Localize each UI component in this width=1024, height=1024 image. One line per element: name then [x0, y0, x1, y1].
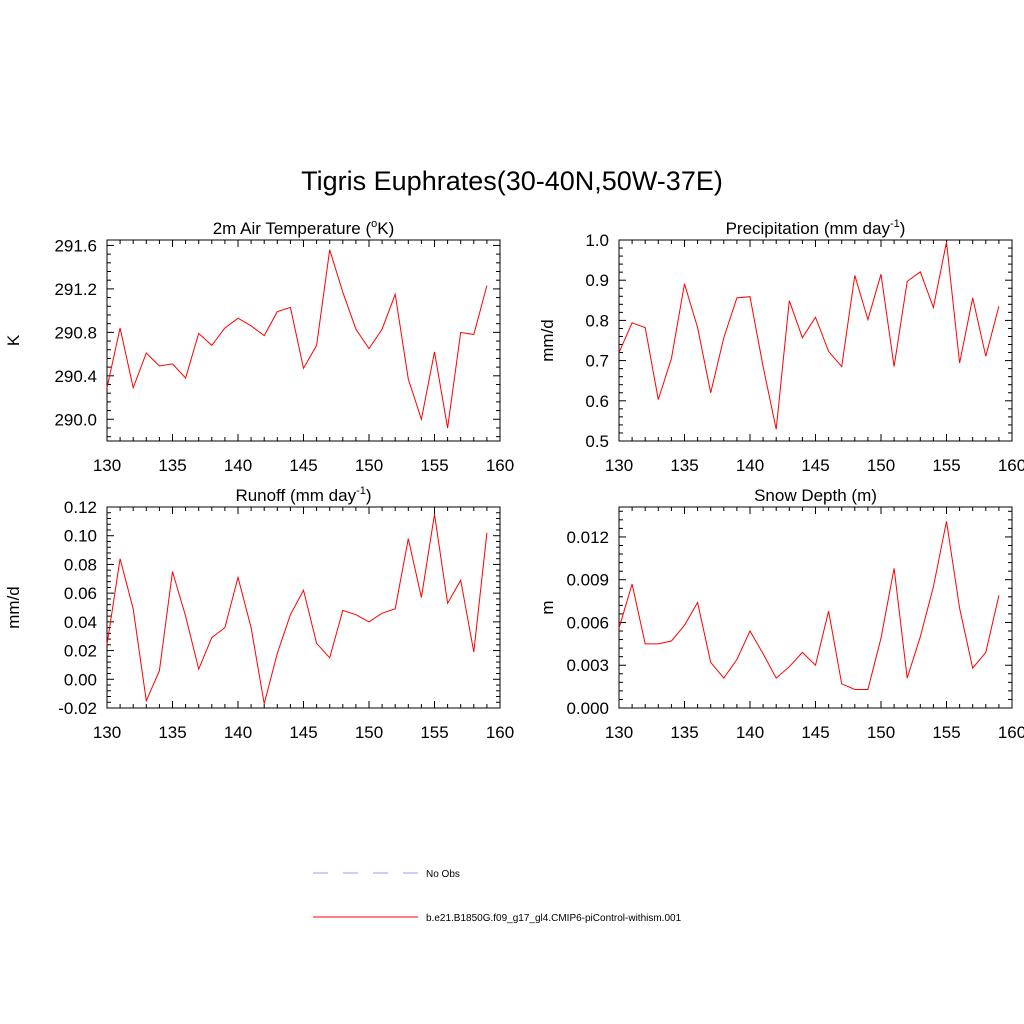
- plot-frame: [106, 506, 501, 709]
- x-tick-label: 155: [420, 723, 448, 742]
- y-tick-label: 290.4: [54, 367, 97, 386]
- series-line: [618, 241, 1000, 430]
- x-tick-label: 140: [736, 723, 764, 742]
- x-tick-label: 130: [93, 723, 121, 742]
- y-tick-label: 1.0: [585, 231, 609, 250]
- y-tick-label: 0.06: [64, 584, 97, 603]
- plot-frame: [618, 239, 1013, 442]
- panel-title: Runoff (mm day-1): [235, 485, 371, 505]
- y-axis-label: K: [4, 334, 23, 346]
- x-tick-label: 150: [355, 456, 383, 475]
- x-tick-label: 135: [158, 723, 186, 742]
- y-tick-label: 290.8: [54, 323, 97, 342]
- y-tick-label: 0.6: [585, 392, 609, 411]
- panel-3: 130 135 140 145 150 155 160 -0.02 0.00 0.02 0.04 0.…: [4, 485, 514, 742]
- series-line: [618, 521, 1000, 690]
- panel-title: Snow Depth (m): [754, 486, 877, 505]
- plot-frame: [106, 239, 501, 442]
- y-tick-label: 0.003: [566, 656, 609, 675]
- y-tick-label: 0.08: [64, 555, 97, 574]
- x-tick-label: 145: [289, 456, 317, 475]
- x-tick-label: 135: [670, 456, 698, 475]
- x-tick-label: 145: [801, 456, 829, 475]
- y-tick-label: 0.8: [585, 311, 609, 330]
- figure-title: Tigris Euphrates(30-40N,50W-37E): [301, 166, 723, 196]
- x-tick-label: 135: [670, 723, 698, 742]
- panel-2: 130 135 140 145 150 155 160 0.5 0.6 0.7 0.8 0.9 1.0 m…: [538, 218, 1024, 475]
- y-tick-label: 0.012: [566, 528, 609, 547]
- legend: No Obs b.e21.B1850G.f09_g17_gl4.CMIP6-piC…: [313, 869, 682, 924]
- x-tick-label: 130: [605, 723, 633, 742]
- x-tick-label: 160: [998, 723, 1024, 742]
- x-tick-label: 140: [736, 456, 764, 475]
- y-tick-label: 0.009: [566, 571, 609, 590]
- y-tick-label: 290.0: [54, 410, 97, 429]
- x-tick-label: 140: [224, 456, 252, 475]
- x-tick-label: 140: [224, 723, 252, 742]
- y-tick-label: 0.5: [585, 432, 609, 451]
- y-tick-label: 0.02: [64, 642, 97, 661]
- y-tick-label: 0.00: [64, 670, 97, 689]
- y-tick-label: -0.02: [58, 699, 97, 718]
- y-axis-label: m: [538, 600, 557, 614]
- y-tick-label: 291.2: [54, 280, 97, 299]
- x-tick-label: 150: [867, 723, 895, 742]
- panel-title: Precipitation (mm day-1): [726, 218, 906, 238]
- x-tick-label: 155: [932, 723, 960, 742]
- x-tick-label: 160: [998, 456, 1024, 475]
- y-tick-label: 0.006: [566, 613, 609, 632]
- x-tick-label: 135: [158, 456, 186, 475]
- y-tick-label: 291.6: [54, 236, 97, 255]
- x-tick-label: 160: [486, 456, 514, 475]
- x-tick-label: 130: [605, 456, 633, 475]
- x-tick-label: 130: [93, 456, 121, 475]
- y-tick-label: 0.10: [64, 527, 97, 546]
- y-tick-label: 0.12: [64, 498, 97, 517]
- x-tick-label: 150: [355, 723, 383, 742]
- legend-label: No Obs: [426, 869, 460, 880]
- plot-frame: [618, 506, 1013, 709]
- x-tick-label: 150: [867, 456, 895, 475]
- y-axis-label: mm/d: [538, 319, 557, 362]
- x-tick-label: 160: [486, 723, 514, 742]
- y-tick-label: 0.04: [64, 613, 97, 632]
- y-tick-label: 0.7: [585, 352, 609, 371]
- x-tick-label: 155: [932, 456, 960, 475]
- series-line: [106, 249, 488, 429]
- panel-1: 130 135 140 145 150 155 160 290.0 290.4 290.8 291.…: [4, 218, 514, 475]
- x-tick-label: 145: [801, 723, 829, 742]
- y-tick-label: 0.9: [585, 271, 609, 290]
- series-line: [106, 514, 488, 704]
- panel-4: 130 135 140 145 150 155 160 0.000 0.003 0.006 0.00…: [538, 486, 1024, 742]
- y-tick-label: 0.000: [566, 699, 609, 718]
- x-tick-label: 155: [420, 456, 448, 475]
- legend-label: b.e21.B1850G.f09_g17_gl4.CMIP6-piControl…: [426, 913, 682, 924]
- x-tick-label: 145: [289, 723, 317, 742]
- panel-title: 2m Air Temperature (oK): [213, 218, 395, 238]
- y-axis-label: mm/d: [4, 586, 23, 629]
